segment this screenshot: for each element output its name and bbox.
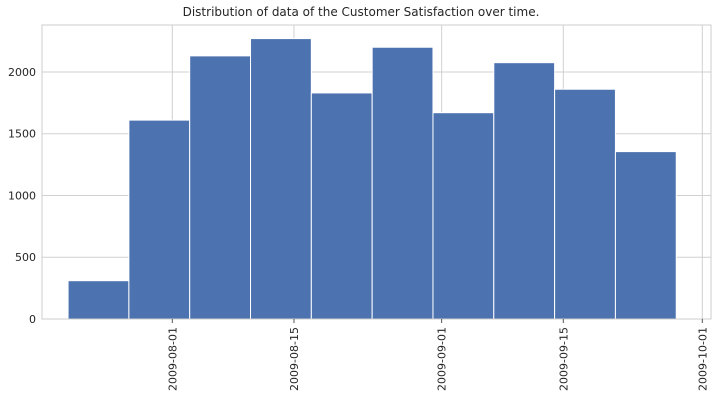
- histogram-bar: [493, 62, 556, 320]
- x-tick-label: 2009-09-15: [557, 327, 570, 391]
- y-tick-label: 0: [29, 313, 36, 326]
- bars: [67, 38, 677, 320]
- histogram-bar: [128, 119, 191, 320]
- histogram-bar: [554, 88, 616, 320]
- y-tick-label: 1000: [8, 189, 36, 202]
- histogram-bar: [67, 280, 130, 320]
- histogram-bar: [250, 38, 312, 320]
- y-tick-label: 1500: [8, 128, 36, 141]
- chart-title: Distribution of data of the Customer Sat…: [183, 5, 540, 19]
- y-axis: 0 500 1000 1500 2000: [8, 66, 36, 326]
- x-tick-label: 2009-09-01: [436, 327, 449, 391]
- x-tick-label: 2009-08-15: [288, 327, 301, 391]
- x-axis: 2009-08-01 2009-08-15 2009-09-01 2009-09-15…: [166, 319, 709, 391]
- histogram-bar: [371, 46, 434, 320]
- histogram-bar: [310, 92, 373, 320]
- histogram-bar: [189, 55, 252, 320]
- x-tick-label: 2009-08-01: [166, 327, 179, 391]
- plot-frame: [41, 24, 712, 320]
- histogram-bar: [614, 151, 677, 320]
- y-tick-label: 2000: [8, 66, 36, 79]
- y-tick-label: 500: [15, 251, 36, 264]
- x-tick-label: 2009-10-01: [696, 327, 709, 391]
- histogram-bar: [432, 112, 495, 320]
